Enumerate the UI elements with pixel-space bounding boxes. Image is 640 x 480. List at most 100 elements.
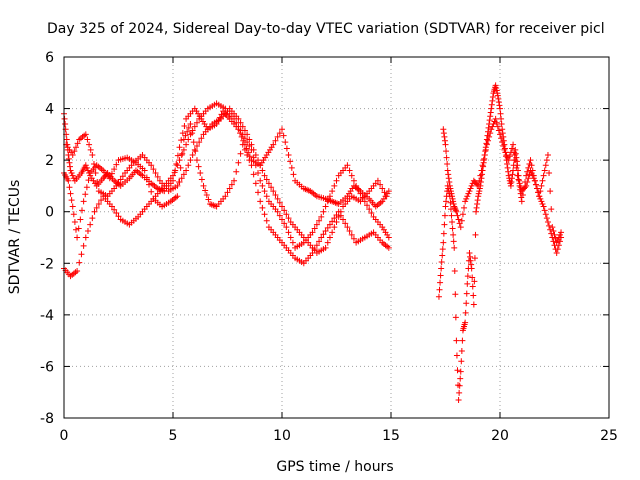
data-point (108, 170, 115, 177)
data-point (357, 190, 364, 197)
data-point (78, 251, 85, 258)
y-tick-label: 2 (45, 153, 54, 169)
data-point (525, 175, 532, 182)
grid-lines (64, 57, 609, 418)
data-point (455, 216, 462, 223)
data-point (553, 249, 560, 256)
data-point (66, 163, 73, 170)
data-series (440, 115, 565, 256)
data-point (544, 219, 551, 226)
data-point (453, 337, 460, 344)
data-point (540, 172, 547, 179)
data-point (498, 121, 505, 128)
data-point (355, 186, 362, 193)
data-point (252, 180, 259, 187)
data-point (259, 167, 266, 174)
data-point (285, 229, 292, 236)
data-point (233, 168, 240, 175)
data-point (548, 206, 555, 213)
data-point (509, 171, 516, 178)
data-point (205, 196, 212, 203)
data-point (527, 157, 534, 164)
data-point (451, 244, 458, 251)
data-point (556, 231, 563, 238)
data-point (441, 137, 448, 144)
data-point (77, 216, 84, 223)
data-point (257, 198, 264, 205)
data-point (461, 204, 468, 211)
data-point (485, 137, 492, 144)
x-tick-label: 10 (273, 428, 291, 444)
data-series (63, 105, 390, 256)
data-point (261, 188, 268, 195)
data-point (85, 177, 92, 184)
data-point (200, 182, 207, 189)
data-point (516, 177, 523, 184)
data-point (89, 215, 96, 222)
data-point (333, 177, 340, 184)
data-point (446, 179, 453, 186)
data-point (174, 162, 181, 169)
data-point (488, 101, 495, 108)
data-point (458, 217, 465, 224)
data-point (502, 149, 509, 156)
data-point (492, 115, 499, 122)
data-point (76, 259, 83, 266)
data-point (280, 132, 287, 139)
y-tick-label: -2 (40, 256, 54, 272)
data-point (443, 154, 450, 161)
data-point (283, 211, 290, 218)
x-tick-label: 15 (382, 428, 400, 444)
data-point (89, 151, 96, 158)
data-point (441, 221, 448, 228)
data-point (279, 126, 285, 133)
data-point (547, 188, 554, 195)
data-point (512, 157, 519, 164)
data-point (547, 226, 554, 233)
data-point (478, 167, 485, 174)
data-point (143, 174, 150, 181)
data-point (462, 198, 469, 205)
data-point (374, 177, 381, 184)
data-point (444, 161, 451, 168)
data-point (113, 210, 120, 217)
data-point (558, 234, 565, 241)
data-point (70, 175, 77, 182)
data-point (458, 347, 465, 354)
data-point (185, 136, 192, 143)
data-point (498, 115, 505, 122)
data-point (447, 199, 454, 206)
data-point (246, 136, 253, 143)
data-point (189, 127, 196, 134)
data-point (113, 161, 120, 168)
data-point (263, 176, 270, 183)
data-point (488, 126, 495, 133)
data-point (438, 258, 445, 265)
y-tick-label: -4 (40, 308, 54, 324)
data-point (279, 203, 285, 210)
data-point (287, 158, 294, 165)
data-point (62, 121, 69, 128)
data-point (549, 234, 556, 241)
data-point (259, 182, 266, 189)
data-point (368, 210, 375, 217)
data-point (495, 95, 502, 102)
data-point (475, 190, 482, 197)
data-point (516, 180, 523, 187)
data-point (324, 198, 331, 205)
data-point (274, 195, 281, 202)
data-point (440, 130, 447, 137)
data-point (482, 148, 489, 155)
data-point (75, 225, 82, 232)
plot-frame (63, 56, 610, 419)
data-point (490, 121, 497, 128)
data-point (482, 146, 489, 153)
data-point (353, 182, 360, 189)
data-point (313, 221, 320, 228)
data-point (541, 167, 548, 174)
data-points (61, 82, 565, 403)
data-point (474, 197, 481, 204)
data-point (176, 144, 183, 151)
data-point (241, 135, 248, 142)
data-point (228, 181, 235, 188)
